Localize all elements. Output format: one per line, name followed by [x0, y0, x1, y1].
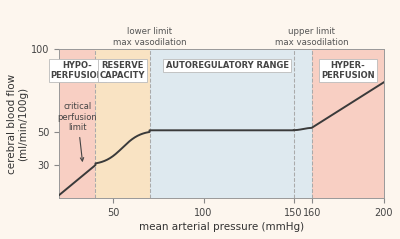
Text: critical
perfusion
limit: critical perfusion limit	[58, 102, 97, 161]
Bar	[150, 49, 312, 198]
Text: HYPO-
PERFUSION: HYPO- PERFUSION	[51, 61, 104, 80]
Text: RESERVE
CAPACITY: RESERVE CAPACITY	[100, 61, 145, 80]
Bar	[96, 49, 150, 198]
Text: AUTOREGULATORY RANGE: AUTOREGULATORY RANGE	[166, 61, 288, 70]
X-axis label: mean arterial pressure (mmHg): mean arterial pressure (mmHg)	[139, 222, 304, 232]
Text: lower limit
max vasodilation: lower limit max vasodilation	[113, 27, 186, 47]
Bar	[312, 49, 384, 198]
Text: HYPER-
PERFUSION: HYPER- PERFUSION	[321, 61, 374, 80]
Bar	[60, 49, 96, 198]
Text: upper limit
max vasodilation: upper limit max vasodilation	[275, 27, 348, 47]
Y-axis label: cerebral blood flow
(ml/min/100g): cerebral blood flow (ml/min/100g)	[7, 74, 28, 174]
